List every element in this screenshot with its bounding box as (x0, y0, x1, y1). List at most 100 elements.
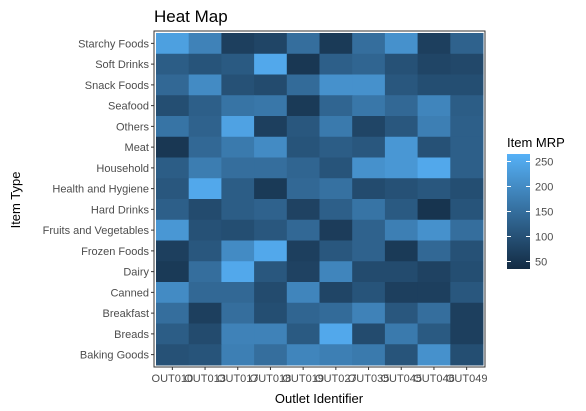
heatmap-cell (156, 219, 190, 241)
heatmap-cell (188, 199, 222, 221)
heatmap-cell (384, 53, 419, 75)
heatmap-cell (450, 219, 484, 241)
x-tick-label: OUT046 (413, 373, 455, 385)
heatmap-cell (450, 95, 484, 117)
heatmap-cell (319, 53, 353, 75)
heatmap-cell (254, 261, 288, 283)
heatmap-cell (254, 53, 288, 75)
heatmap-cell (286, 53, 320, 75)
heatmap-cell (254, 178, 288, 200)
heatmap-cell (352, 136, 386, 158)
heatmap-cell (417, 199, 451, 221)
heatmap-cell (156, 282, 190, 304)
heatmap-cell (254, 344, 288, 366)
legend-colorbar (507, 154, 530, 269)
heatmap-cell (352, 199, 386, 221)
heatmap-cell (156, 199, 190, 221)
y-tick-label: Dairy (123, 267, 149, 279)
heatmap-cell (417, 116, 451, 138)
heatmap-cell (319, 95, 353, 117)
heatmap-cell (450, 74, 484, 96)
heatmap-cell (188, 178, 222, 200)
y-tick-label: Meat (125, 142, 149, 154)
y-tick-label: Starchy Foods (78, 38, 149, 50)
heatmap-cell (156, 33, 190, 55)
x-tick-label: OUT013 (184, 373, 226, 385)
legend-tick-label: 50 (535, 257, 547, 269)
x-tick-label: OUT027 (315, 373, 357, 385)
heatmap-cell (319, 282, 353, 304)
heatmap-cell (221, 302, 255, 324)
heatmap-cell (319, 136, 353, 158)
heatmap-cell (254, 302, 288, 324)
heatmap-cell (384, 261, 419, 283)
heatmap-cell (319, 323, 353, 345)
heatmap-cell (254, 282, 288, 304)
heatmap-cell (156, 136, 190, 158)
y-tick-label: Health and Hygiene (52, 184, 149, 196)
heatmap-cell (450, 178, 484, 200)
heatmap-cell (384, 199, 419, 221)
legend-tick-label: 250 (535, 157, 553, 169)
heatmap-cell (156, 178, 190, 200)
heatmap-cell (319, 344, 353, 366)
y-axis-ticks: Starchy Foods Soft Drinks Snack Foods Seafo… (43, 38, 154, 362)
heatmap-cell (221, 33, 255, 55)
heatmap-cell (254, 33, 288, 55)
heatmap-cell (319, 74, 353, 96)
heatmap-cell (384, 219, 419, 241)
heatmap-cell (286, 323, 320, 345)
heatmap-cell (286, 240, 320, 262)
heatmap-cell (286, 219, 320, 241)
heatmap-cell (319, 116, 353, 138)
heatmap-cell (352, 53, 386, 75)
x-tick-label: OUT019 (282, 373, 324, 385)
heatmap-cell (221, 240, 255, 262)
heatmap-cell (417, 240, 451, 262)
heatmap-cell (352, 178, 386, 200)
heatmap-cell (188, 323, 222, 345)
heatmap-cell (188, 74, 222, 96)
heatmap-cell (450, 261, 484, 283)
heatmap-cell (352, 219, 386, 241)
heatmap-cell (450, 157, 484, 179)
y-tick-label: Others (116, 121, 150, 133)
x-tick-label: OUT017 (217, 373, 259, 385)
heatmap-cell (352, 116, 386, 138)
heatmap-cell (417, 53, 451, 75)
y-tick-label: Snack Foods (85, 80, 150, 92)
heatmap-cell (286, 33, 320, 55)
heatmap-cell (450, 344, 484, 366)
heatmap-cell (156, 344, 190, 366)
heatmap-cell (352, 240, 386, 262)
heatmap-cell (188, 136, 222, 158)
heatmap-cell (319, 157, 353, 179)
heatmap-cell (188, 33, 222, 55)
x-tick-label: OUT049 (446, 373, 488, 385)
y-axis-title: Item Type (8, 172, 23, 229)
heatmap-cell (221, 74, 255, 96)
heatmap-cell (188, 344, 222, 366)
heatmap-cell (156, 53, 190, 75)
heatmap-cell (352, 95, 386, 117)
heatmap-cell (254, 136, 288, 158)
heatmap-cell (286, 302, 320, 324)
heatmap-cell (384, 344, 419, 366)
heatmap-cell (384, 323, 419, 345)
heatmap-cell (188, 53, 222, 75)
heatmap-cell (221, 95, 255, 117)
heatmap-cell (384, 302, 419, 324)
legend-ticks: 50 100 150 200 250 (507, 157, 553, 269)
heatmap-cell (417, 178, 451, 200)
heatmap-cell (286, 116, 320, 138)
heatmap-cell (156, 95, 190, 117)
heatmap-cell (254, 240, 288, 262)
heatmap-cell (450, 199, 484, 221)
y-tick-label: Household (96, 163, 149, 175)
y-tick-label: Soft Drinks (95, 59, 149, 71)
heatmap-cell (417, 323, 451, 345)
heatmap-cell (352, 33, 386, 55)
heatmap-cell (221, 136, 255, 158)
heatmap-cell (221, 219, 255, 241)
